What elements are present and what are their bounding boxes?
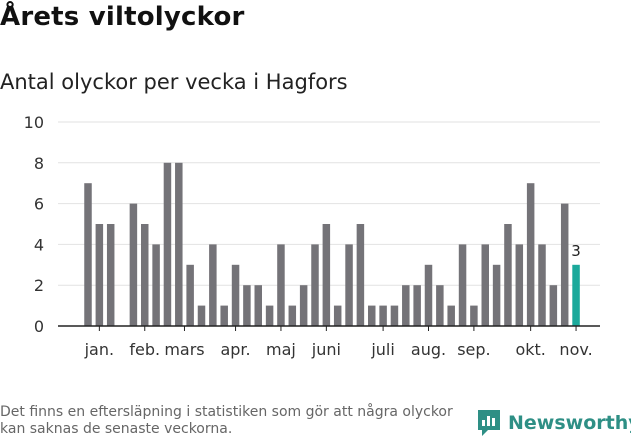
bar bbox=[152, 244, 160, 326]
x-axis: jan. feb. mars apr. maj juni juli aug. sep. okt. n… bbox=[58, 325, 600, 359]
bar bbox=[95, 224, 104, 326]
bar bbox=[277, 244, 285, 326]
bar bbox=[424, 264, 433, 326]
bar bbox=[481, 244, 489, 326]
x-tick-label: maj bbox=[266, 340, 296, 359]
bar bbox=[504, 224, 512, 326]
x-tick-label: feb. bbox=[129, 340, 160, 359]
bar bbox=[163, 162, 172, 326]
bar bbox=[515, 244, 524, 326]
y-tick-label: 4 bbox=[34, 235, 44, 254]
bar bbox=[368, 305, 376, 326]
bar bbox=[106, 224, 115, 326]
newsworthy-logo-icon bbox=[478, 410, 500, 436]
bar bbox=[436, 285, 444, 326]
bar bbox=[413, 285, 421, 326]
brand-name: Newsworthy bbox=[508, 412, 631, 434]
bar bbox=[254, 285, 262, 326]
bar bbox=[141, 224, 149, 326]
x-tick-label: jan. bbox=[84, 340, 114, 359]
x-tick-label: okt. bbox=[515, 340, 545, 359]
bar bbox=[322, 224, 331, 326]
y-tick-label: 6 bbox=[34, 195, 44, 214]
bar bbox=[265, 305, 274, 326]
bar bbox=[345, 244, 353, 326]
bar bbox=[538, 244, 546, 326]
bar bbox=[356, 224, 365, 326]
bar bbox=[390, 305, 399, 326]
bar bbox=[209, 244, 217, 326]
y-tick-label: 8 bbox=[34, 154, 44, 173]
bar bbox=[299, 285, 308, 326]
bar bbox=[458, 244, 467, 326]
y-tick-label: 0 bbox=[34, 317, 44, 336]
bar bbox=[492, 264, 501, 326]
footnote: Det finns en eftersläpning i statistiken… bbox=[0, 404, 453, 437]
x-tick-label: mars bbox=[164, 340, 204, 359]
x-tick-label: juni bbox=[311, 340, 341, 359]
x-tick-label: juli bbox=[370, 340, 394, 359]
y-axis-ticks: 0 2 4 6 8 10 bbox=[24, 113, 44, 336]
bars bbox=[84, 162, 580, 326]
bar bbox=[220, 305, 228, 326]
y-tick-label: 2 bbox=[34, 276, 44, 295]
bar bbox=[402, 285, 410, 326]
bar bbox=[447, 305, 455, 326]
bar bbox=[560, 203, 569, 326]
x-tick-label: apr. bbox=[220, 340, 250, 359]
bar bbox=[549, 285, 558, 326]
bar bbox=[231, 264, 240, 326]
bar bbox=[526, 183, 535, 326]
bar bbox=[197, 305, 206, 326]
bar bbox=[84, 183, 92, 326]
weekly-accidents-chart: 0 2 4 6 8 10 jan. feb. mars apr. maj juni juli aug. s… bbox=[24, 113, 600, 359]
highlight-value-label: 3 bbox=[571, 242, 581, 260]
highlight-bar bbox=[572, 264, 580, 326]
newsworthy-logo: Newsworthy bbox=[476, 408, 631, 438]
chart-subtitle: Antal olyckor per vecka i Hagfors bbox=[0, 70, 348, 94]
chart-title: Årets viltolyckor bbox=[0, 2, 245, 32]
bar bbox=[288, 305, 297, 326]
x-tick-label: aug. bbox=[411, 340, 446, 359]
bar bbox=[379, 305, 387, 326]
x-tick-label: sep. bbox=[457, 340, 490, 359]
bar bbox=[333, 305, 342, 326]
data-labels: 3 bbox=[571, 242, 581, 260]
bar bbox=[186, 264, 194, 326]
bar bbox=[470, 305, 478, 326]
bar bbox=[175, 162, 183, 326]
bar bbox=[129, 203, 138, 326]
y-tick-label: 10 bbox=[24, 113, 44, 132]
bar bbox=[311, 244, 319, 326]
x-tick-label: nov. bbox=[559, 340, 592, 359]
bar bbox=[243, 285, 251, 326]
